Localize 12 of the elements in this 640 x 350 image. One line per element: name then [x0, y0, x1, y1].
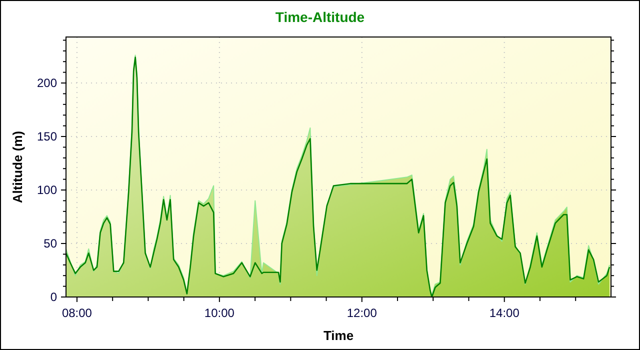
- x-tick-label: 08:00: [62, 306, 92, 320]
- y-tick-label: 150: [36, 130, 58, 144]
- y-tick-label: 50: [44, 236, 58, 251]
- x-axis-title: Time: [323, 328, 354, 343]
- y-axis-title: Altitude (m): [10, 130, 25, 204]
- y-tick-label: 100: [36, 183, 58, 198]
- x-tick-label: 12:00: [346, 306, 378, 320]
- x-tick-label: 10:00: [204, 306, 235, 320]
- y-tick-label: 200: [36, 76, 58, 90]
- y-tick-label: 0: [50, 290, 58, 304]
- chart-title: Time-Altitude: [275, 9, 365, 25]
- x-tick-label: 14:00: [489, 306, 520, 320]
